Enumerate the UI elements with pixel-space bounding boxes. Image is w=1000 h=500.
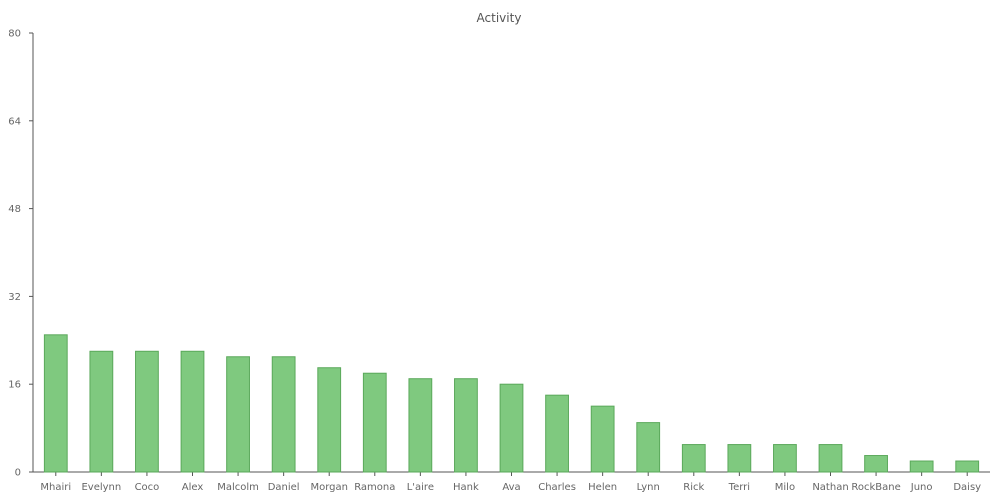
y-tick-label: 64	[8, 116, 21, 127]
y-tick-label: 80	[8, 29, 21, 40]
bar[interactable]	[180, 350, 205, 473]
bar[interactable]	[590, 405, 615, 473]
y-tick-label: 0	[15, 468, 21, 479]
bar[interactable]	[89, 350, 114, 473]
x-tick-label: Hank	[453, 482, 479, 493]
x-tick-label: Alex	[182, 482, 204, 493]
y-axis: 0 16 32 48 64 80	[8, 29, 34, 479]
bar[interactable]	[362, 372, 387, 473]
x-tick-label: Ava	[502, 482, 520, 493]
x-tick-label: Milo	[775, 482, 795, 493]
bar[interactable]	[909, 460, 934, 473]
x-tick-label: Juno	[910, 482, 933, 493]
x-tick-label: Coco	[135, 482, 160, 493]
x-tick-label: RockBane	[851, 482, 900, 493]
x-tick-label: Mhairi	[40, 482, 71, 493]
x-tick-label: Malcolm	[217, 482, 259, 493]
x-tick-label: Charles	[538, 482, 576, 493]
bar[interactable]	[636, 422, 661, 473]
bar[interactable]	[681, 444, 706, 473]
bar[interactable]	[545, 394, 569, 473]
x-tick-label: L'aire	[407, 482, 434, 493]
bar[interactable]	[408, 378, 433, 473]
x-tick-label: Lynn	[637, 482, 660, 493]
bar[interactable]	[773, 444, 797, 473]
x-tick-label: Terri	[728, 482, 750, 493]
x-tick-label: Helen	[588, 482, 617, 493]
bar[interactable]	[955, 460, 980, 473]
bar[interactable]	[317, 367, 342, 473]
y-tick-label: 32	[8, 292, 21, 303]
x-tick-label: Ramona	[354, 482, 395, 493]
bar[interactable]	[864, 455, 888, 473]
x-tick-label: Morgan	[310, 482, 348, 493]
bar[interactable]	[727, 444, 752, 473]
bar[interactable]	[43, 334, 68, 473]
chart-title: Activity	[477, 11, 522, 25]
bar[interactable]	[818, 444, 843, 473]
x-tick-label: Rick	[683, 482, 704, 493]
bar[interactable]	[226, 356, 250, 473]
x-axis: Mhairi Evelynn Coco Alex Malcolm Daniel Morgan…	[33, 471, 990, 493]
bar[interactable]	[135, 350, 159, 473]
x-tick-label: Nathan	[812, 482, 848, 493]
bar[interactable]	[454, 378, 478, 473]
bar[interactable]	[499, 383, 524, 473]
x-tick-label: Daisy	[953, 482, 981, 493]
bar[interactable]	[271, 356, 296, 473]
bars	[43, 334, 980, 473]
y-tick-label: 16	[8, 380, 21, 391]
x-tick-label: Daniel	[268, 482, 300, 493]
x-tick-label: Evelynn	[81, 482, 121, 493]
y-tick-label: 48	[8, 204, 21, 215]
